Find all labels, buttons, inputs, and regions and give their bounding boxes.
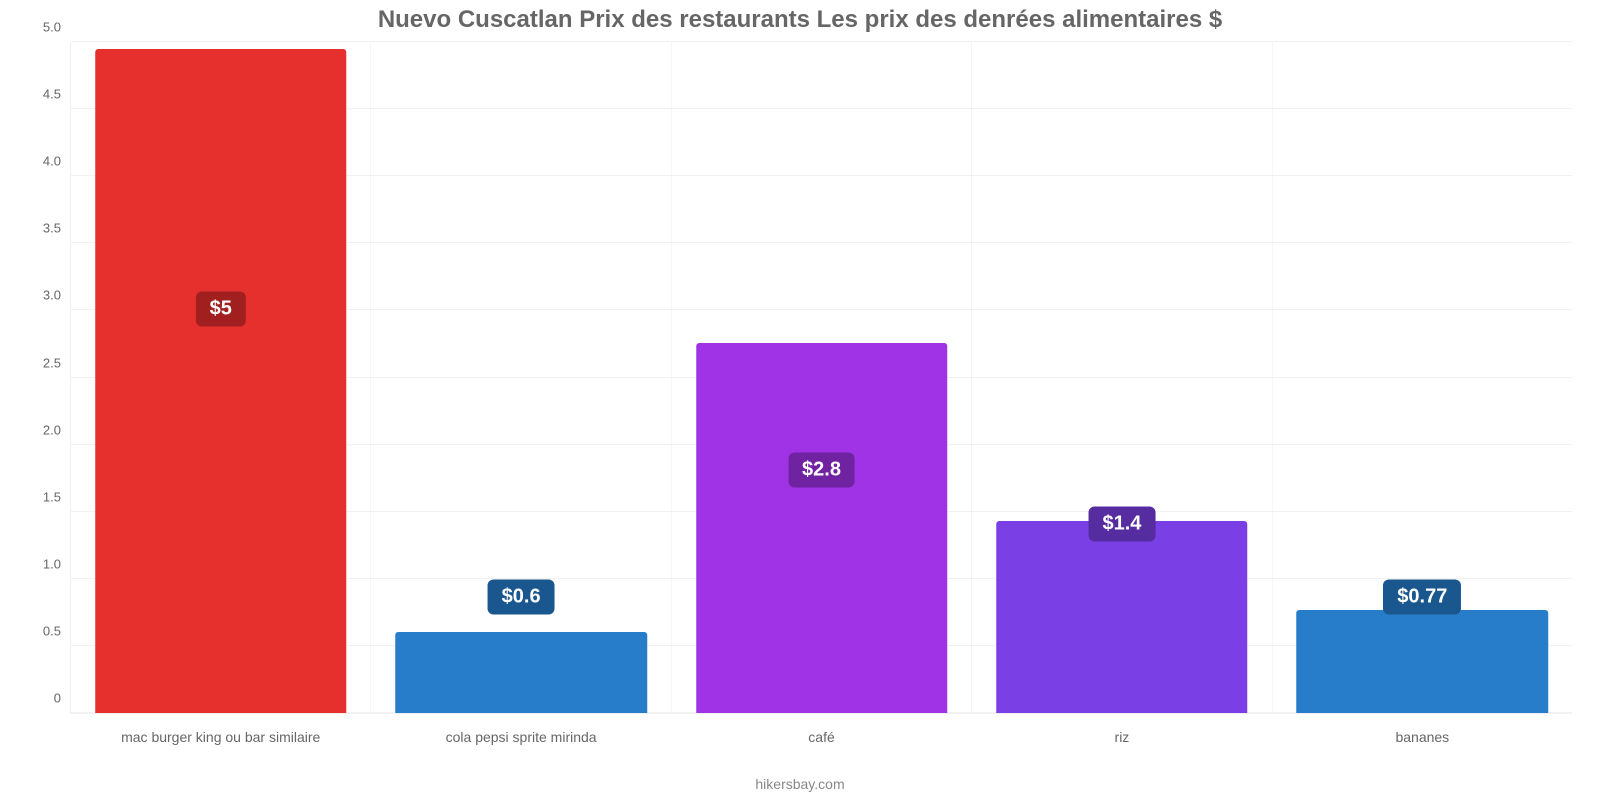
bar	[95, 49, 347, 713]
bar	[1297, 610, 1549, 713]
x-category-label: café	[808, 729, 834, 745]
bar-slot: $0.6 cola pepsi sprite mirinda	[370, 42, 670, 713]
bar-value-label: $5	[196, 291, 246, 326]
bars-container: $5 mac burger king ou bar similaire $0.6…	[71, 42, 1572, 713]
price-chart: Nuevo Cuscatlan Prix des restaurants Les…	[0, 0, 1600, 800]
bar	[996, 521, 1248, 713]
chart-title: Nuevo Cuscatlan Prix des restaurants Les…	[0, 6, 1600, 34]
bar	[696, 343, 948, 713]
bar-value-label: $2.8	[788, 453, 855, 488]
ytick: 3.0	[43, 288, 71, 303]
bar-value-label: $1.4	[1088, 506, 1155, 541]
ytick: 0	[54, 691, 71, 706]
bar-slot: $2.8 café	[671, 42, 971, 713]
ytick: 1.5	[43, 489, 71, 504]
bar-slot: $5 mac burger king ou bar similaire	[71, 42, 370, 713]
ytick: 0.5	[43, 623, 71, 638]
chart-credit: hikersbay.com	[0, 776, 1600, 792]
bar-slot: $1.4 riz	[971, 42, 1271, 713]
bar-value-label: $0.6	[488, 580, 555, 615]
x-category-label: mac burger king ou bar similaire	[121, 729, 320, 745]
plot-area: 0 0.5 1.0 1.5 2.0 2.5 3.0 3.5 4.0 4.5 5.…	[70, 42, 1572, 714]
x-category-label: cola pepsi sprite mirinda	[446, 729, 597, 745]
ytick: 5.0	[43, 20, 71, 35]
bar	[395, 632, 647, 713]
ytick: 3.5	[43, 221, 71, 236]
bar-value-label: $0.77	[1383, 580, 1461, 615]
ytick: 4.5	[43, 87, 71, 102]
x-category-label: bananes	[1395, 729, 1449, 745]
ytick: 1.0	[43, 556, 71, 571]
x-category-label: riz	[1115, 729, 1130, 745]
ytick: 2.5	[43, 355, 71, 370]
ytick: 2.0	[43, 422, 71, 437]
bar-slot: $0.77 bananes	[1272, 42, 1572, 713]
ytick: 4.0	[43, 154, 71, 169]
